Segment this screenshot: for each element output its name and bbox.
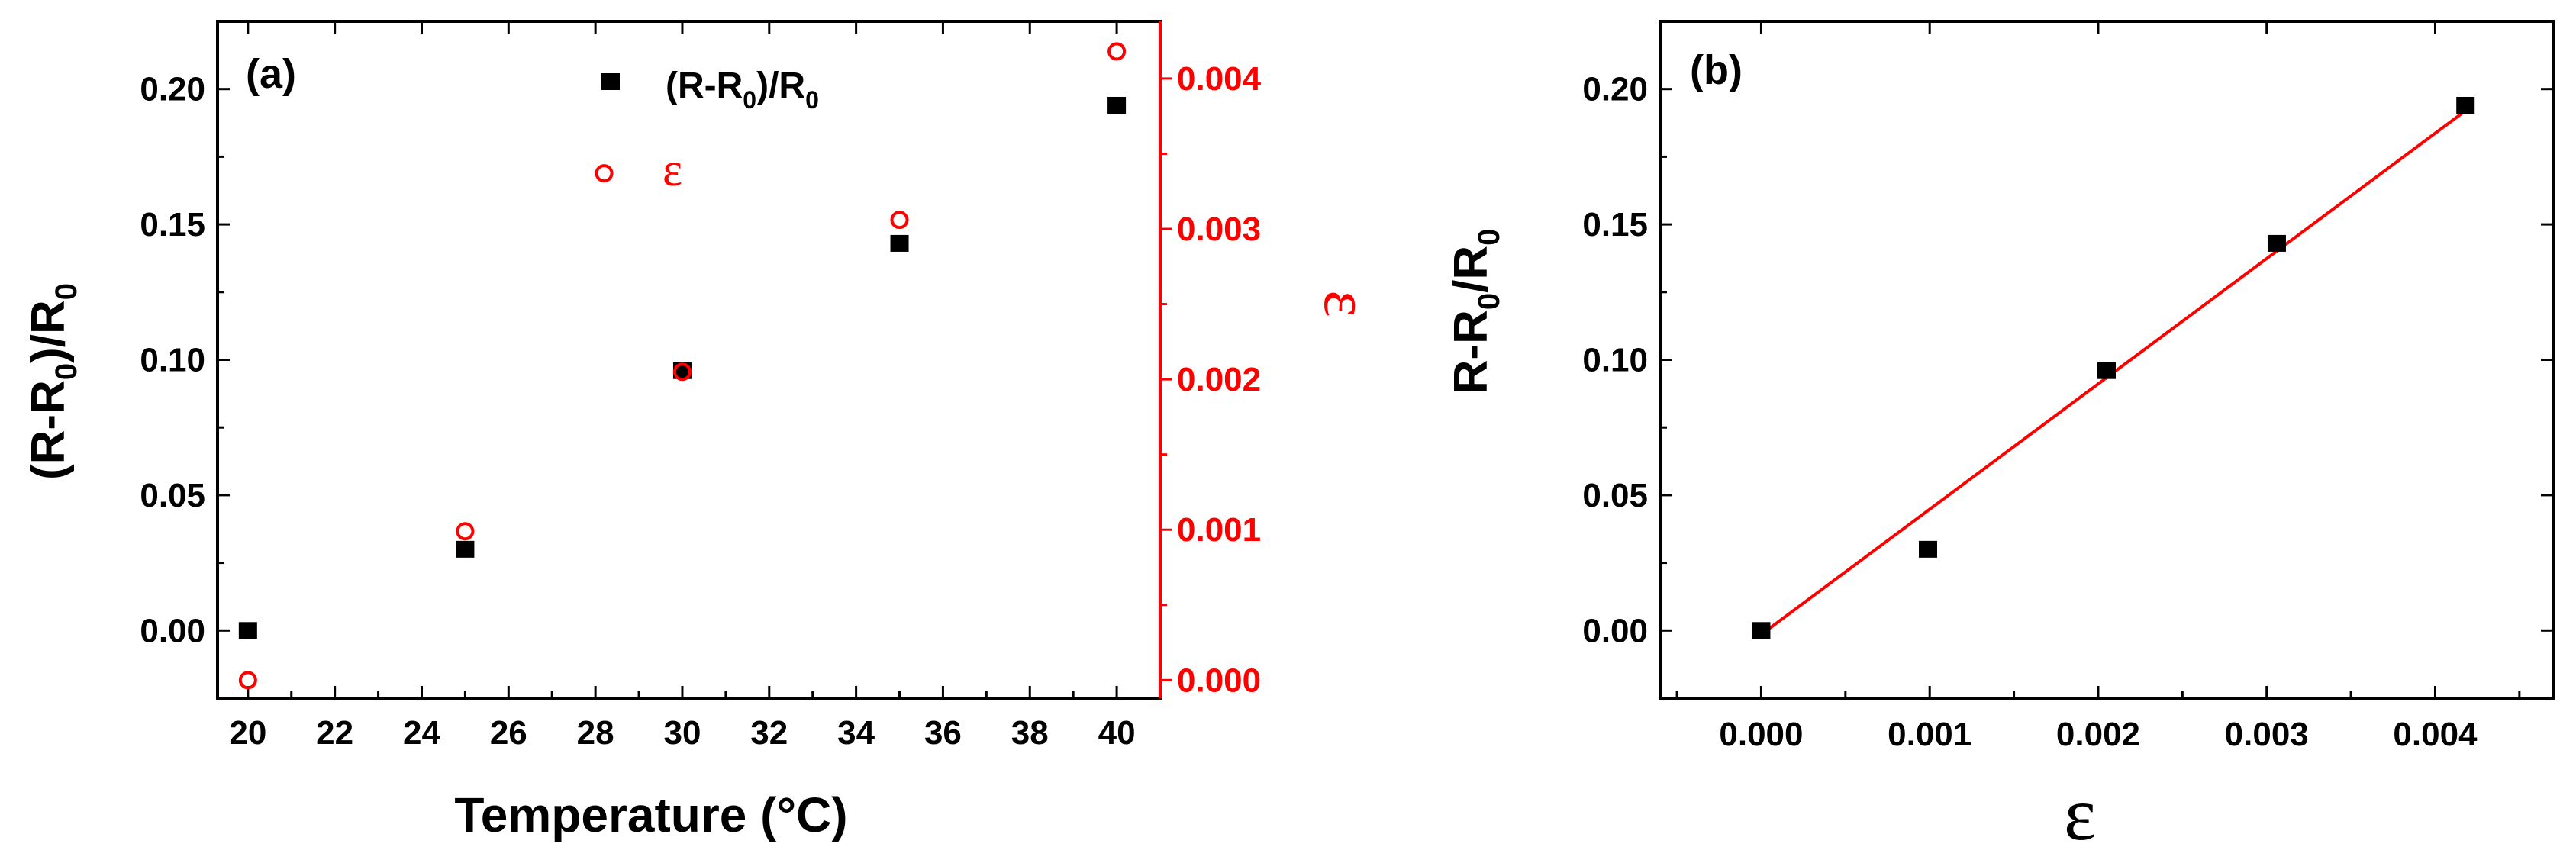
b-y-title-sub-1: 0 [1472,293,1506,310]
resistance-point [890,234,909,252]
panel-a-left-y-axis-title: (R-R0)/R0 [22,283,83,480]
legend-marker-square [601,73,620,90]
right-y-tick-label: 0.000 [1177,662,1261,699]
b-y-title-part-b: /R [1445,246,1498,293]
x-tick-label: 20 [229,714,266,752]
panel-a-left-y-ticks: 0.00 0.05 0.10 0.15 0.20 [140,71,230,649]
y-tick-label: 0.20 [1582,71,1648,108]
legend-text-part-a: (R-R [666,66,743,106]
panel-a-data-points [238,42,1127,690]
legend-text-part-b: )/R [756,66,805,106]
resistance-vs-strain-point [2097,362,2116,379]
x-tick-label: 0.004 [2393,716,2478,753]
y-tick-label: 0.05 [1582,477,1648,514]
strain-point [238,671,257,690]
legend-text-sub-1: 0 [743,86,756,114]
strain-point [456,522,475,541]
x-tick-label: 30 [663,714,701,752]
x-tick-label: 34 [837,714,875,752]
left-y-tick-label: 0.20 [140,71,205,108]
left-y-tick-label: 0.10 [140,342,205,379]
y-tick-label: 0.15 [1582,206,1648,243]
strain-point [890,211,909,230]
panel-a-plot-frame [216,20,1162,700]
resistance-vs-strain-point [1752,622,1771,639]
x-tick-label: 0.001 [1888,716,1971,753]
y-title-sub-2: 0 [50,283,83,300]
x-tick-label: 32 [750,714,788,752]
b-y-title-part-a: R-R [1445,310,1498,394]
x-tick-label: 38 [1011,714,1049,752]
y-title-part-b: )/R [22,300,75,363]
right-y-tick-label: 0.004 [1177,60,1262,98]
panel-b: 0.000 0.001 0.002 0.003 0.004 0.000.050.100.… [1445,20,2555,856]
resistance-vs-strain-point [2456,96,2475,114]
legend-text-sub-2: 0 [805,86,819,114]
panel-b-y-axis-title: R-R0/R0 [1445,229,1506,394]
x-tick-label: 0.002 [2056,716,2140,753]
panel-a-right-y-axis-title: ε [1311,290,1381,317]
right-y-tick-label: 0.002 [1177,361,1261,398]
resistance-point [456,540,475,558]
panel-b-x-ticks: 0.000 0.001 0.002 0.003 0.004 [1675,21,2521,753]
x-tick-label: 28 [577,714,614,752]
panel-b-x-axis-title: ε [2064,771,2096,856]
x-tick-label: 40 [1098,714,1136,752]
strain-point [1107,42,1127,61]
legend-label-resistance-change: (R-R0)/R0 [666,66,819,114]
right-y-tick-label: 0.001 [1177,511,1261,549]
panel-a: 20 22 24 26 28 30 32 34 36 38 40 0.000.050.100.150… [22,20,1381,842]
panel-a-x-axis-title: Temperature (°C) [454,787,847,842]
x-tick-label: 0.003 [2225,716,2309,753]
y-title-sub-1: 0 [50,363,83,380]
resistance-point [1107,96,1127,114]
resistance-point [238,622,257,639]
y-title-part-a: (R-R [22,380,75,480]
epsilon-annotation: ε [663,144,682,196]
x-tick-label: 24 [403,714,440,752]
panel-b-plot-frame [1659,20,2555,700]
panel-a-right-y-ticks: 0.000 0.001 0.002 0.003 0.004 [1160,60,1262,699]
x-tick-label: 26 [490,714,527,752]
panel-a-label: (a) [246,51,296,97]
y-tick-label: 0.10 [1582,342,1648,379]
y-tick-label: 0.00 [1582,612,1648,649]
panel-b-data-points [1752,96,2475,639]
x-tick-label: 0.000 [1719,716,1803,753]
x-tick-label: 22 [316,714,353,752]
right-y-tick-label: 0.003 [1177,211,1261,248]
resistance-vs-strain-point [2267,234,2286,252]
resistance-vs-strain-point [1919,540,1937,558]
panel-b-label: (b) [1690,47,1743,93]
b-y-title-sub-2: 0 [1472,229,1506,246]
strain-point [672,362,692,382]
panel-b-y-ticks: 0.00 0.05 0.10 0.15 0.20 [1582,71,2553,649]
left-y-tick-label: 0.00 [140,612,205,649]
left-y-tick-label: 0.15 [140,206,205,243]
panel-a-x-ticks: 20 22 24 26 28 30 32 34 36 38 40 [229,21,1136,752]
left-y-tick-label: 0.05 [140,477,205,514]
strain-point [595,164,614,183]
x-tick-label: 36 [924,714,962,752]
